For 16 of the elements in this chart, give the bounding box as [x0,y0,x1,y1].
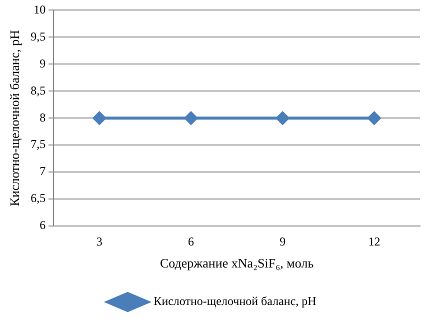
y-tick-label: 6,5 [30,191,46,206]
y-tick-label: 9 [40,56,46,70]
x-tick-label: 12 [368,234,380,248]
x-tick-label: 3 [96,234,102,248]
x-axis-title: Содержание xNa₂SiF₆, моль [160,256,314,271]
y-tick-label: 8 [40,110,46,124]
y-tick-label: 6 [40,218,46,232]
legend-label: Кислотно-щелочной баланс, pH [154,294,317,308]
y-tick-label: 7,5 [30,137,46,152]
x-tick-label: 6 [188,234,194,248]
x-tick-label: 9 [280,234,286,248]
y-tick-label: 7 [40,164,46,178]
y-tick-label: 10 [34,2,46,16]
y-tick-label: 9,5 [30,29,46,44]
y-axis-title: Кислотно-щелочной баланс, pH [7,30,22,206]
y-tick-label: 8,5 [30,83,46,98]
